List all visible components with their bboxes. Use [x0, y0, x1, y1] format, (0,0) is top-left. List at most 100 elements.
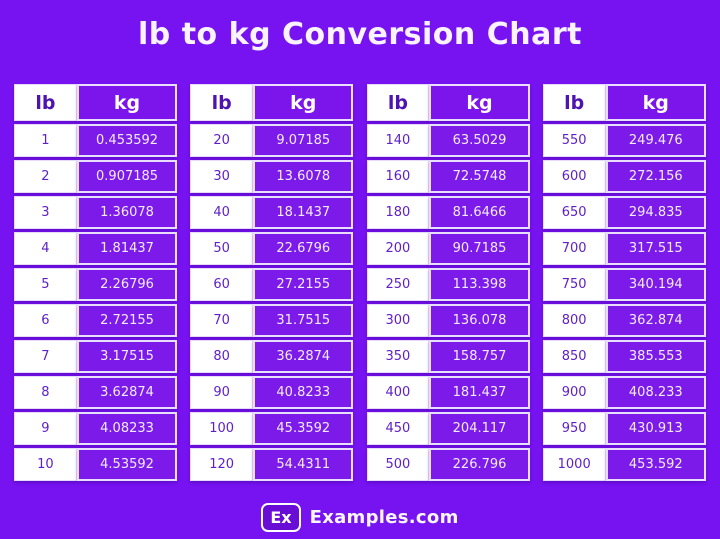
lb-value-cell: 90 — [190, 376, 254, 409]
lb-value-cell: 140 — [366, 124, 430, 157]
kg-value-cell: 3.17515 — [76, 340, 178, 373]
table-row: 300 136.078 — [366, 304, 530, 337]
table-row: 5 2.26796 — [14, 268, 178, 301]
lb-value-cell: 100 — [190, 412, 254, 445]
kg-value-cell: 2.26796 — [76, 268, 178, 301]
lb-value-cell: 10 — [14, 448, 77, 481]
lb-value-cell: 8 — [14, 376, 77, 409]
table-row: 20 9.07185 — [190, 124, 354, 157]
lb-value-cell: 180 — [366, 196, 430, 229]
conversion-table: lb kg 1 0.453592 2 0.907185 3 1.36078 4 1.81437 5 2… — [14, 84, 178, 481]
kg-value-cell: 22.6796 — [253, 232, 354, 265]
lb-value-cell: 750 — [542, 268, 606, 301]
table-row: 80 36.2874 — [190, 340, 354, 373]
kg-value-cell: 31.7515 — [253, 304, 354, 337]
lb-value-cell: 80 — [190, 340, 254, 373]
lb-header-cell: lb — [190, 84, 254, 121]
conversion-table: lb kg 550 249.476 600 272.156 650 294.835 700 317… — [542, 84, 706, 481]
lb-value-cell: 70 — [190, 304, 254, 337]
kg-value-cell: 13.6078 — [253, 160, 354, 193]
lb-value-cell: 60 — [190, 268, 254, 301]
kg-value-cell: 294.835 — [605, 196, 706, 229]
lb-value-cell: 1 — [14, 124, 77, 157]
table-row: 4 1.81437 — [14, 232, 178, 265]
table-row: 500 226.796 — [366, 448, 530, 481]
footer: Ex Examples.com — [0, 495, 720, 539]
lb-value-cell: 550 — [542, 124, 606, 157]
tables-container: lb kg 1 0.453592 2 0.907185 3 1.36078 4 1.81437 5 2… — [14, 84, 706, 481]
kg-value-cell: 54.4311 — [253, 448, 354, 481]
table-row: 60 27.2155 — [190, 268, 354, 301]
lb-value-cell: 500 — [366, 448, 430, 481]
table-header-row: lb kg — [542, 84, 706, 121]
lb-value-cell: 350 — [366, 340, 430, 373]
kg-value-cell: 158.757 — [429, 340, 530, 373]
table-header-row: lb kg — [366, 84, 530, 121]
kg-value-cell: 317.515 — [605, 232, 706, 265]
lb-value-cell: 50 — [190, 232, 254, 265]
kg-value-cell: 362.874 — [605, 304, 706, 337]
table-row: 600 272.156 — [542, 160, 706, 193]
lb-value-cell: 5 — [14, 268, 77, 301]
examples-logo-icon: Ex — [261, 502, 301, 532]
lb-value-cell: 250 — [366, 268, 430, 301]
kg-value-cell: 181.437 — [429, 376, 530, 409]
table-row: 100 45.3592 — [190, 412, 354, 445]
kg-value-cell: 0.453592 — [76, 124, 178, 157]
lb-value-cell: 900 — [542, 376, 606, 409]
table-row: 10 4.53592 — [14, 448, 178, 481]
kg-value-cell: 340.194 — [605, 268, 706, 301]
table-row: 400 181.437 — [366, 376, 530, 409]
lb-value-cell: 850 — [542, 340, 606, 373]
lb-value-cell: 4 — [14, 232, 77, 265]
kg-value-cell: 4.08233 — [76, 412, 178, 445]
table-row: 6 2.72155 — [14, 304, 178, 337]
kg-value-cell: 226.796 — [429, 448, 530, 481]
kg-value-cell: 36.2874 — [253, 340, 354, 373]
table-row: 70 31.7515 — [190, 304, 354, 337]
footer-site-name: Examples.com — [309, 506, 459, 528]
kg-value-cell: 2.72155 — [76, 304, 178, 337]
kg-value-cell: 63.5029 — [429, 124, 530, 157]
kg-value-cell: 0.907185 — [76, 160, 178, 193]
page-title: lb to kg Conversion Chart — [138, 17, 582, 52]
table-row: 140 63.5029 — [366, 124, 530, 157]
table-row: 180 81.6466 — [366, 196, 530, 229]
kg-value-cell: 453.592 — [605, 448, 706, 481]
lb-value-cell: 600 — [542, 160, 606, 193]
kg-value-cell: 430.913 — [605, 412, 706, 445]
table-row: 350 158.757 — [366, 340, 530, 373]
kg-value-cell: 81.6466 — [429, 196, 530, 229]
kg-value-cell: 1.36078 — [76, 196, 178, 229]
table-row: 50 22.6796 — [190, 232, 354, 265]
table-row: 30 13.6078 — [190, 160, 354, 193]
kg-value-cell: 113.398 — [429, 268, 530, 301]
kg-value-cell: 1.81437 — [76, 232, 178, 265]
kg-value-cell: 204.117 — [429, 412, 530, 445]
conversion-table: lb kg 140 63.5029 160 72.5748 180 81.6466 200 90.… — [366, 84, 530, 481]
table-row: 550 249.476 — [542, 124, 706, 157]
table-row: 7 3.17515 — [14, 340, 178, 373]
table-row: 8 3.62874 — [14, 376, 178, 409]
table-row: 450 204.117 — [366, 412, 530, 445]
lb-header-cell: lb — [366, 84, 430, 121]
kg-header-cell: kg — [605, 84, 706, 121]
table-row: 1000 453.592 — [542, 448, 706, 481]
table-header-row: lb kg — [190, 84, 354, 121]
table-row: 9 4.08233 — [14, 412, 178, 445]
kg-value-cell: 136.078 — [429, 304, 530, 337]
lb-value-cell: 20 — [190, 124, 254, 157]
kg-value-cell: 9.07185 — [253, 124, 354, 157]
kg-value-cell: 40.8233 — [253, 376, 354, 409]
table-row: 250 113.398 — [366, 268, 530, 301]
lb-value-cell: 120 — [190, 448, 254, 481]
lb-value-cell: 1000 — [542, 448, 606, 481]
table-row: 1 0.453592 — [14, 124, 178, 157]
kg-value-cell: 408.233 — [605, 376, 706, 409]
kg-value-cell: 45.3592 — [253, 412, 354, 445]
lb-header-cell: lb — [542, 84, 606, 121]
table-row: 700 317.515 — [542, 232, 706, 265]
lb-value-cell: 400 — [366, 376, 430, 409]
lb-value-cell: 7 — [14, 340, 77, 373]
lb-value-cell: 800 — [542, 304, 606, 337]
